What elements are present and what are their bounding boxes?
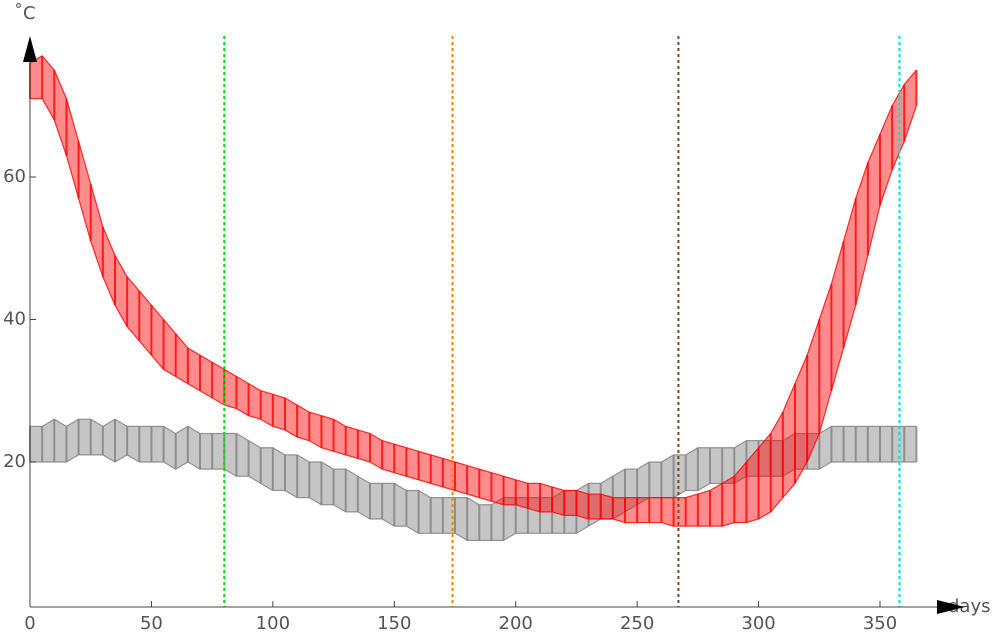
plot-area xyxy=(29,55,918,541)
band-edge xyxy=(30,454,917,541)
y-tick-label: 60 xyxy=(3,166,26,187)
x-axis-label: days xyxy=(948,596,991,617)
series xyxy=(29,418,918,541)
x-tick-label: 50 xyxy=(140,613,163,634)
y-axis-label: ˚C xyxy=(14,3,36,24)
band-edge xyxy=(30,418,917,506)
x-tick-label: 350 xyxy=(863,613,897,634)
y-axis-arrow xyxy=(23,36,37,62)
band-edge xyxy=(29,55,917,499)
x-tick-label: 150 xyxy=(377,613,411,634)
x-tick-label: 250 xyxy=(620,613,654,634)
y-tick-label: 40 xyxy=(3,309,26,330)
y-tick-label: 20 xyxy=(3,451,26,472)
series xyxy=(29,55,918,527)
x-tick-label: 0 xyxy=(24,613,35,634)
x-tick-label: 300 xyxy=(741,613,775,634)
band xyxy=(30,55,917,527)
x-tick-label: 200 xyxy=(499,613,533,634)
x-axis-arrow xyxy=(937,600,965,614)
band-edge xyxy=(30,98,917,527)
x-tick-label: 100 xyxy=(256,613,290,634)
